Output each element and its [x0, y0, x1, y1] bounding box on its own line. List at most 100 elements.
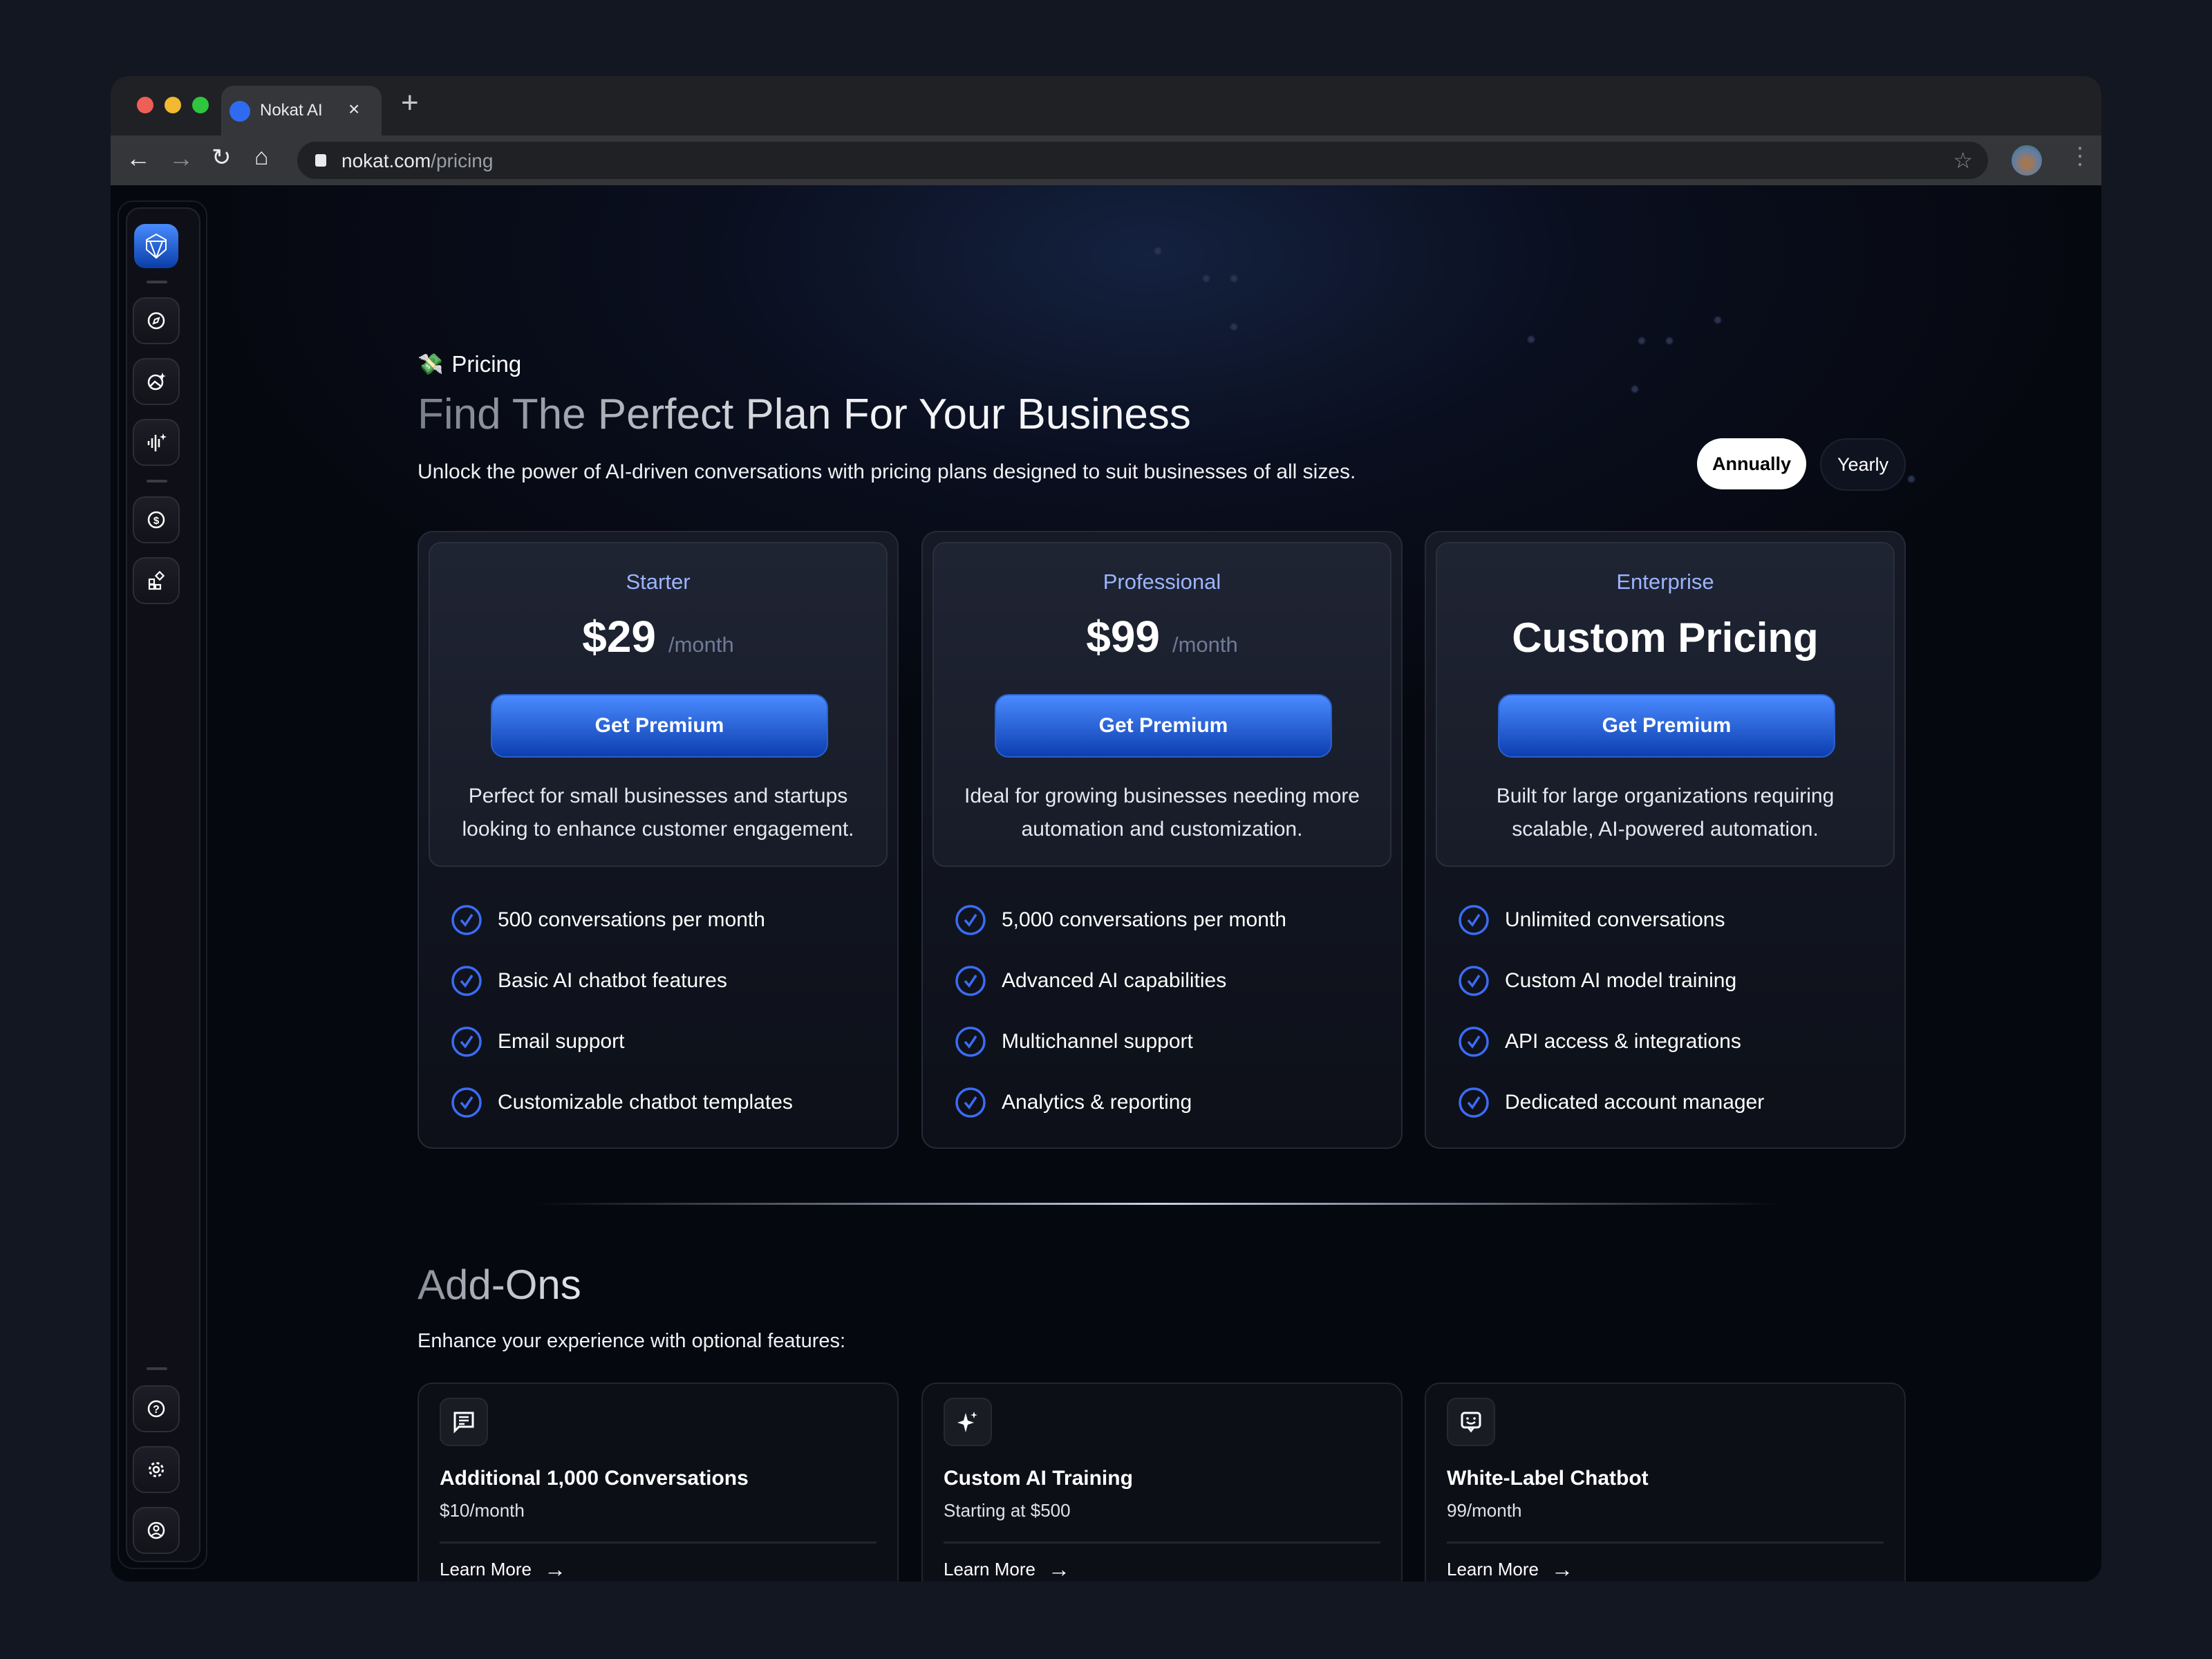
check-circle-icon: [1459, 1027, 1489, 1057]
page-title: Find The Perfect Plan For Your Business: [418, 391, 1191, 438]
learn-more-link[interactable]: Learn More →: [440, 1557, 566, 1582]
desc-line: Built for large organizations requiring: [1496, 785, 1835, 807]
section-divider: [536, 1203, 1780, 1205]
help-circle-icon: ?: [147, 1400, 165, 1418]
nokat-logo-button[interactable]: [134, 224, 178, 268]
plan-price: $29/month: [430, 611, 886, 662]
check-circle-icon: [955, 1087, 986, 1118]
addon-card: Custom AI Training Starting at $500 Lear…: [921, 1382, 1403, 1582]
feature-text: API access & integrations: [1505, 1030, 1741, 1053]
check-circle-icon: [451, 966, 482, 996]
address-bar[interactable]: nokat.com/pricing ☆: [297, 142, 1988, 179]
get-premium-button[interactable]: Get Premium: [995, 694, 1332, 758]
billing-toggle-yearly[interactable]: Yearly: [1820, 438, 1906, 491]
addon-divider: [944, 1541, 1380, 1544]
sparkle-icon: [957, 1412, 977, 1432]
price-amount: $99: [1086, 612, 1160, 662]
plan-card-enterprise: Enterprise Custom Pricing Get Premium Bu…: [1425, 531, 1906, 1149]
arrow-right-icon: →: [1047, 1557, 1070, 1582]
sidebar-settings-button[interactable]: [133, 1446, 180, 1493]
addon-price: 99/month: [1447, 1500, 1522, 1521]
feature-text: Customizable chatbot templates: [498, 1091, 793, 1114]
feature-text: Unlimited conversations: [1505, 908, 1725, 931]
learn-more-label: Learn More: [1447, 1559, 1539, 1580]
browser-toolbar: ← → ↻ ⌂ nokat.com/pricing ☆ ⋮: [111, 135, 2101, 185]
price-amount: Custom Pricing: [1512, 615, 1819, 661]
get-premium-button[interactable]: Get Premium: [491, 694, 828, 758]
page-content: $ ? 💸 Pricing Find The Perfect Plan For …: [111, 185, 2101, 1582]
plan-name: Starter: [626, 570, 691, 594]
back-icon[interactable]: ←: [126, 144, 151, 172]
plan-price: $99/month: [934, 611, 1390, 662]
url-host: nokat.com: [341, 150, 431, 171]
new-tab-button[interactable]: +: [401, 86, 419, 120]
sidebar-apps-button[interactable]: [133, 557, 180, 604]
price-period: /month: [668, 632, 734, 657]
widgets-icon: [148, 571, 165, 590]
learn-more-label: Learn More: [944, 1559, 1035, 1580]
feature-text: Custom AI model training: [1505, 969, 1737, 992]
sidebar-explore-button[interactable]: [133, 297, 180, 344]
compass-icon: [147, 312, 165, 330]
user-circle-icon: [147, 1521, 165, 1539]
check-circle-icon: [955, 966, 986, 996]
check-circle-icon: [1459, 1087, 1489, 1118]
addon-icon-box: [944, 1398, 992, 1446]
addon-divider: [440, 1541, 877, 1544]
price-period: /month: [1172, 632, 1238, 657]
check-circle-icon: [1459, 966, 1489, 996]
bookmark-star-icon[interactable]: ☆: [1953, 148, 1973, 173]
home-icon[interactable]: ⌂: [254, 144, 269, 170]
addon-title: Custom AI Training: [944, 1467, 1133, 1490]
sidebar-voice-ai-button[interactable]: [133, 419, 180, 466]
addons-title: Add-Ons: [418, 1262, 581, 1308]
browser-menu-icon[interactable]: ⋮: [2068, 143, 2092, 169]
image-sparkle-icon: [147, 373, 166, 391]
feature-item: API access & integrations: [1458, 1026, 1741, 1058]
addon-price: Starting at $500: [944, 1500, 1071, 1521]
sidebar-image-ai-button[interactable]: [133, 358, 180, 405]
reload-icon[interactable]: ↻: [212, 144, 232, 171]
lock-icon: [315, 154, 326, 167]
sidebar-help-button[interactable]: ?: [133, 1385, 180, 1432]
svg-text:?: ?: [153, 1404, 160, 1416]
arrow-right-icon: →: [543, 1557, 566, 1582]
url-path: /pricing: [431, 150, 494, 171]
browser-tab[interactable]: Nokat AI ×: [221, 86, 382, 135]
plan-name: Professional: [1103, 570, 1221, 594]
gear-icon: [149, 1462, 164, 1477]
feature-item: Unlimited conversations: [1458, 904, 1725, 936]
plan-description: Ideal for growing businesses needing mor…: [948, 780, 1376, 846]
feature-item: 5,000 conversations per month: [955, 904, 1286, 936]
desc-line: looking to enhance customer engagement.: [462, 818, 854, 841]
browser-window: Nokat AI × + ← → ↻ ⌂ nokat.com/pricing ☆…: [111, 76, 2101, 1582]
page-subtitle: Unlock the power of AI-driven conversati…: [418, 460, 1356, 483]
url-text: nokat.com/pricing: [341, 150, 493, 172]
feature-text: Multichannel support: [1002, 1030, 1193, 1053]
feature-text: Basic AI chatbot features: [498, 969, 727, 992]
forward-icon[interactable]: →: [169, 144, 194, 172]
sidebar-pricing-button[interactable]: $: [133, 496, 180, 543]
close-window-button[interactable]: [137, 97, 153, 113]
close-tab-icon[interactable]: ×: [348, 98, 360, 120]
plan-description: Perfect for small businesses and startup…: [444, 780, 872, 846]
feature-item: Customizable chatbot templates: [451, 1087, 793, 1118]
learn-more-link[interactable]: Learn More →: [1447, 1557, 1573, 1582]
chat-smile-icon: [1461, 1412, 1481, 1433]
addon-icon-box: [1447, 1398, 1495, 1446]
minimize-window-button[interactable]: [165, 97, 181, 113]
get-premium-button[interactable]: Get Premium: [1498, 694, 1835, 758]
billing-toggle-annually[interactable]: Annually: [1697, 438, 1806, 489]
sidebar-profile-button[interactable]: [133, 1507, 180, 1554]
profile-avatar[interactable]: [2012, 145, 2042, 176]
price-amount: $29: [582, 612, 656, 662]
learn-more-link[interactable]: Learn More →: [944, 1557, 1070, 1582]
tab-bar: Nokat AI × +: [111, 76, 2101, 135]
feature-text: Advanced AI capabilities: [1002, 969, 1227, 992]
feature-text: 500 conversations per month: [498, 908, 765, 931]
maximize-window-button[interactable]: [192, 97, 209, 113]
feature-item: Email support: [451, 1026, 624, 1058]
feature-item: Dedicated account manager: [1458, 1087, 1764, 1118]
plan-card-starter: Starter $29/month Get Premium Perfect fo…: [418, 531, 899, 1149]
dollar-circle-icon: $: [147, 511, 165, 529]
